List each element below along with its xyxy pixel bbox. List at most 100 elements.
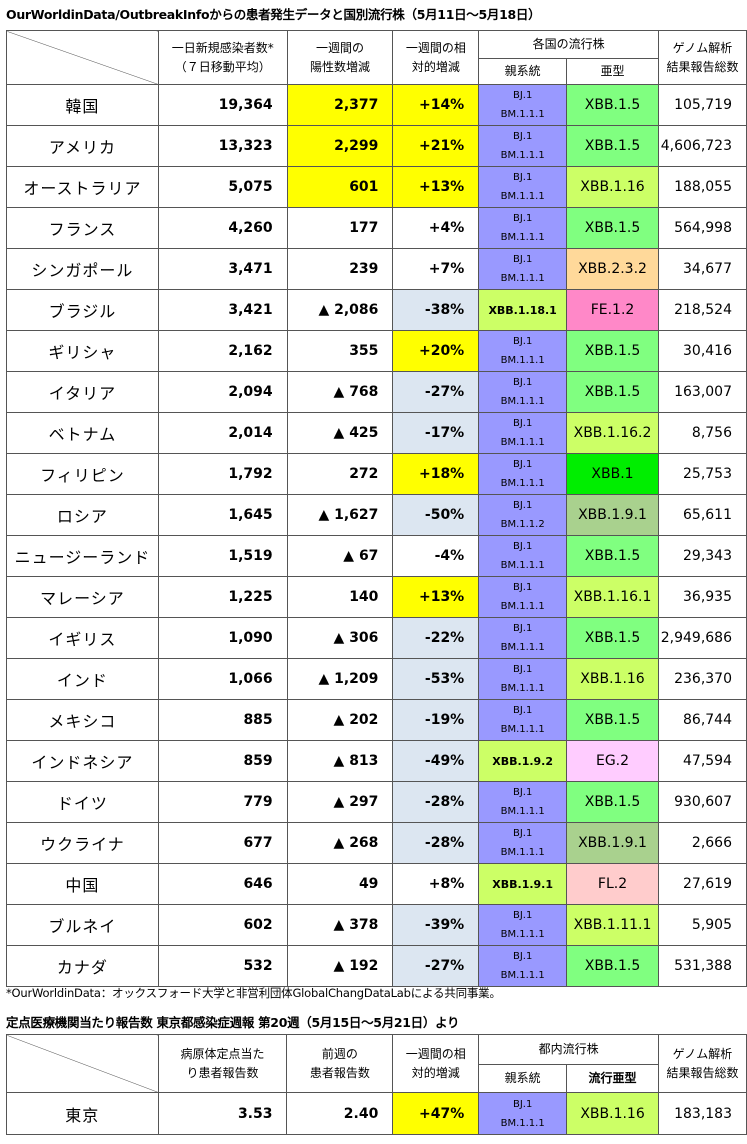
parent-lineage-value: BJ.1 — [512, 377, 533, 388]
daily-new-cases: 3,471 — [157, 248, 288, 290]
daily-new-cases: 1,792 — [157, 453, 288, 495]
weekly-relative: -28% — [392, 822, 480, 864]
parent-lineage: BJ.1 BM.1.1.1 — [478, 904, 568, 946]
subtype: XBB.2.3.2 — [566, 248, 659, 290]
parent-lineage: BJ.1 BM.1.1.1 — [478, 84, 568, 126]
table-row: インドネシア 859 ▲ 813 -49% XBB.1.9.2 EG.2 47,594 — [6, 740, 747, 782]
subtype: XBB.1.16.1 — [566, 576, 659, 618]
parent-lineage-value: BM.1.1.1 — [500, 150, 545, 161]
weekly-relative: +21% — [392, 125, 480, 167]
subtype: XBB.1.5 — [566, 781, 659, 823]
daily-new-cases: 1,519 — [157, 535, 288, 577]
header-variant-group: 各国の流行株 — [478, 30, 659, 59]
subtype: XBB.1.5 — [566, 84, 659, 126]
weekly-relative: -19% — [392, 699, 480, 741]
header-weekly-relative: 一週間の相 対的増減 — [392, 30, 480, 85]
parent-lineage-value: BJ.1 — [512, 623, 533, 634]
tokyo-per-site: 3.53 — [157, 1092, 288, 1135]
parent-lineage: BJ.1 BM.1.1.1 — [478, 371, 568, 413]
weekly-change: 355 — [286, 330, 394, 372]
genome-total: 163,007 — [657, 371, 747, 413]
country-name: ギリシャ — [6, 330, 159, 372]
daily-new-cases: 5,075 — [157, 166, 288, 208]
genome-total: 4,606,723 — [657, 125, 747, 167]
subtype: XBB.1.5 — [566, 330, 659, 372]
table-row: 韓国 19,364 2,377 +14% BJ.1 BM.1.1.1 XBB.1.5 105,… — [6, 84, 747, 126]
table-row: ブラジル 3,421 ▲ 2,086 -38% XBB.1.18.1 FE.1.2 218,… — [6, 289, 747, 331]
genome-total: 2,949,686 — [657, 617, 747, 659]
parent-lineage-value: BM.1.1.1 — [500, 806, 545, 817]
parent-lineage-value: BJ.1 — [512, 910, 533, 921]
parent-lineage-value: BJ.1 — [512, 336, 533, 347]
genome-total: 564,998 — [657, 207, 747, 249]
tokyo-weekly-relative: +47% — [392, 1092, 480, 1135]
tokyo-header-parent-lineage: 親系統 — [478, 1064, 568, 1093]
country-name: マレーシア — [6, 576, 159, 618]
table-row: ロシア 1,645 ▲ 1,627 -50% BJ.1 BM.1.1.2 XBB.1.9.1… — [6, 494, 747, 536]
daily-new-cases: 1,090 — [157, 617, 288, 659]
weekly-change: ▲ 378 — [286, 904, 394, 946]
parent-lineage-value: BM.1.1.1 — [500, 929, 545, 940]
subtype: XBB.1.16 — [566, 166, 659, 208]
table-row: ウクライナ 677 ▲ 268 -28% BJ.1 BM.1.1.1 XBB.1.9.1 2,… — [6, 822, 747, 864]
parent-lineage-value: BM.1.1.1 — [500, 970, 545, 981]
genome-total: 29,343 — [657, 535, 747, 577]
parent-lineage: BJ.1 BM.1.1.1 — [478, 166, 568, 208]
genome-total: 218,524 — [657, 289, 747, 331]
table-row: ニュージーランド 1,519 ▲ 67 -4% BJ.1 BM.1.1.1 XBB.1.5 2… — [6, 535, 747, 577]
weekly-relative: -38% — [392, 289, 480, 331]
tokyo-header-variant-group: 都内流行株 — [478, 1034, 659, 1065]
parent-lineage: BJ.1 BM.1.1.1 — [478, 535, 568, 577]
genome-total: 27,619 — [657, 863, 747, 905]
genome-total: 531,388 — [657, 945, 747, 987]
daily-new-cases: 2,014 — [157, 412, 288, 454]
country-name: シンガポール — [6, 248, 159, 290]
parent-lineage-value: BM.1.1.1 — [500, 232, 545, 243]
table-row: イギリス 1,090 ▲ 306 -22% BJ.1 BM.1.1.1 XBB.1.5 2,9… — [6, 617, 747, 659]
parent-lineage-value: BJ.1 — [512, 541, 533, 552]
parent-lineage-value: BM.1.1.1 — [500, 601, 545, 612]
weekly-change: 49 — [286, 863, 394, 905]
genome-total: 65,611 — [657, 494, 747, 536]
subtype: XBB.1.5 — [566, 207, 659, 249]
weekly-relative: -53% — [392, 658, 480, 700]
weekly-relative: +14% — [392, 84, 480, 126]
table-row: カナダ 532 ▲ 192 -27% BJ.1 BM.1.1.1 XBB.1.5 531,38… — [6, 945, 747, 987]
weekly-relative: -27% — [392, 371, 480, 413]
parent-lineage-value: BM.1.1.1 — [500, 724, 545, 735]
country-name: フィリピン — [6, 453, 159, 495]
subtype: XBB.1.16.2 — [566, 412, 659, 454]
parent-lineage-value: BM.1.1.1 — [500, 847, 545, 858]
subtype: XBB.1.5 — [566, 535, 659, 577]
parent-lineage-value: BJ.1 — [512, 172, 533, 183]
weekly-relative: +8% — [392, 863, 480, 905]
weekly-relative: -22% — [392, 617, 480, 659]
subtype: XBB.1.9.1 — [566, 822, 659, 864]
weekly-change: ▲ 306 — [286, 617, 394, 659]
country-name: ドイツ — [6, 781, 159, 823]
country-name: ブルネイ — [6, 904, 159, 946]
weekly-relative: +18% — [392, 453, 480, 495]
parent-lineage-value: BM.1.1.1 — [500, 355, 545, 366]
country-name: カナダ — [6, 945, 159, 987]
country-name: インド — [6, 658, 159, 700]
daily-new-cases: 2,094 — [157, 371, 288, 413]
weekly-change: 2,377 — [286, 84, 394, 126]
weekly-change: 2,299 — [286, 125, 394, 167]
genome-total: 2,666 — [657, 822, 747, 864]
genome-total: 34,677 — [657, 248, 747, 290]
table-row: 中国 646 49 +8% XBB.1.9.1 FL.2 27,619 — [6, 863, 747, 905]
parent-lineage: BJ.1 BM.1.1.1 — [478, 822, 568, 864]
parent-lineage: BJ.1 BM.1.1.1 — [478, 781, 568, 823]
table-row: ギリシャ 2,162 355 +20% BJ.1 BM.1.1.1 XBB.1.5 30,41… — [6, 330, 747, 372]
subtype: XBB.1.5 — [566, 945, 659, 987]
country-name: ブラジル — [6, 289, 159, 331]
header-weekly-change: 一週間の 陽性数増減 — [286, 30, 394, 85]
weekly-relative: -4% — [392, 535, 480, 577]
daily-new-cases: 646 — [157, 863, 288, 905]
weekly-change: ▲ 1,627 — [286, 494, 394, 536]
country-name: 中国 — [6, 863, 159, 905]
country-name: フランス — [6, 207, 159, 249]
genome-total: 86,744 — [657, 699, 747, 741]
table-row: ドイツ 779 ▲ 297 -28% BJ.1 BM.1.1.1 XBB.1.5 930,60… — [6, 781, 747, 823]
